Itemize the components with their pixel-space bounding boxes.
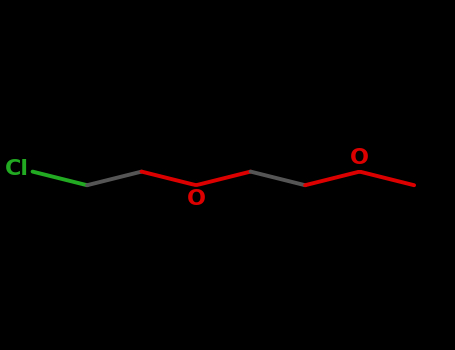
Text: O: O	[350, 148, 369, 168]
Text: Cl: Cl	[5, 159, 29, 179]
Text: O: O	[187, 189, 206, 209]
